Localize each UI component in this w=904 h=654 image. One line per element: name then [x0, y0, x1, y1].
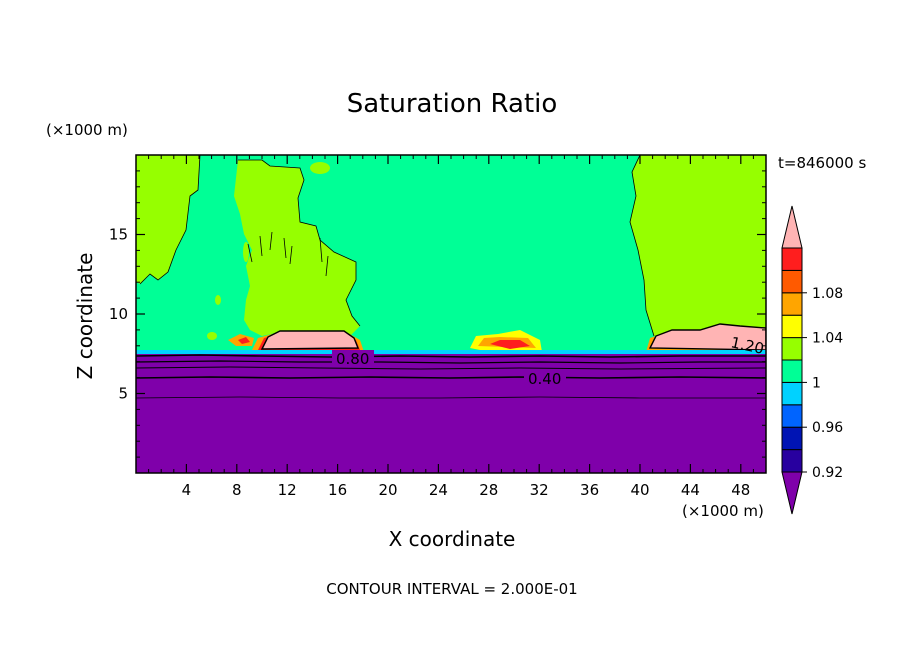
- colorbar-segment: [781, 449, 803, 473]
- dry-lower-layer: [136, 354, 766, 473]
- colorbar-segment: [781, 426, 803, 451]
- colorbar-lower-triangle: [781, 471, 803, 515]
- y-axis-label: Z coordinate: [73, 253, 97, 380]
- cloud-center-red: [490, 340, 530, 349]
- chart-title: Saturation Ratio: [347, 89, 558, 119]
- cyan-transition-band: [136, 350, 766, 356]
- cloud-left-core: [260, 330, 360, 350]
- moist-region-right: [630, 155, 766, 338]
- colorbar-upper-triangle: [781, 205, 803, 249]
- colorbar-segment: [781, 381, 803, 406]
- cloud-right-core: [648, 323, 766, 351]
- colorbar-tick-label: 1.08: [812, 286, 843, 302]
- x-axis-label: X coordinate: [389, 527, 516, 551]
- y-unit-label: (×1000 m): [46, 121, 128, 139]
- moist-speckles: [173, 162, 330, 340]
- x-tick-label: 28: [479, 481, 498, 499]
- x-tick-label: 40: [630, 481, 649, 499]
- x-tick-label: 12: [278, 481, 297, 499]
- time-label: t=846000 s: [778, 154, 866, 172]
- colorbar-tick-label: 0.96: [812, 420, 843, 436]
- contour-lines-upper: [139, 155, 655, 337]
- plot-area: [136, 155, 766, 473]
- x-tick-label: 8: [232, 481, 242, 499]
- contour-label-0.40: 0.40: [528, 370, 561, 388]
- x-tick-label: 24: [429, 481, 448, 499]
- moist-region-left-strip: [136, 155, 200, 284]
- colorbar-tick-label: 1.04: [812, 331, 843, 347]
- colorbar-segment: [781, 269, 803, 294]
- x-unit-label: (×1000 m): [682, 502, 764, 520]
- x-tick-label: 16: [328, 481, 347, 499]
- y-tick-label: 15: [109, 226, 128, 244]
- x-tick-label: 4: [182, 481, 192, 499]
- contour-interval-footer: CONTOUR INTERVAL = 2.000E-01: [326, 580, 577, 598]
- colorbar-tick-label: 1: [812, 375, 821, 391]
- moist-plume-center: [234, 160, 360, 336]
- colorbar-segment: [781, 292, 803, 316]
- colorbar: 0.92 0.96 1 1.04 1.08: [781, 205, 843, 515]
- contour-label-0.80: 0.80: [336, 350, 369, 368]
- x-tick-label: 20: [378, 481, 397, 499]
- contour-lines-lower: [136, 354, 766, 399]
- y-tick-label: 10: [109, 305, 128, 323]
- colorbar-segment: [781, 314, 803, 339]
- x-tick-label: 44: [681, 481, 700, 499]
- x-axis: 4 8 12 16 20 24 28 32 36 40 44 48: [148, 155, 754, 499]
- cloud-left-spot-red: [238, 337, 250, 344]
- colorbar-segment: [781, 247, 803, 271]
- x-tick-label: 32: [530, 481, 549, 499]
- x-tick-label: 36: [580, 481, 599, 499]
- y-tick-label: 5: [118, 385, 128, 403]
- colorbar-segment: [781, 359, 803, 383]
- colorbar-segment: [781, 337, 803, 361]
- colorbar-tick-label: 0.92: [812, 465, 843, 481]
- colorbar-segment: [781, 404, 803, 428]
- y-axis: 5 10 15: [109, 170, 766, 458]
- x-tick-label: 48: [731, 481, 750, 499]
